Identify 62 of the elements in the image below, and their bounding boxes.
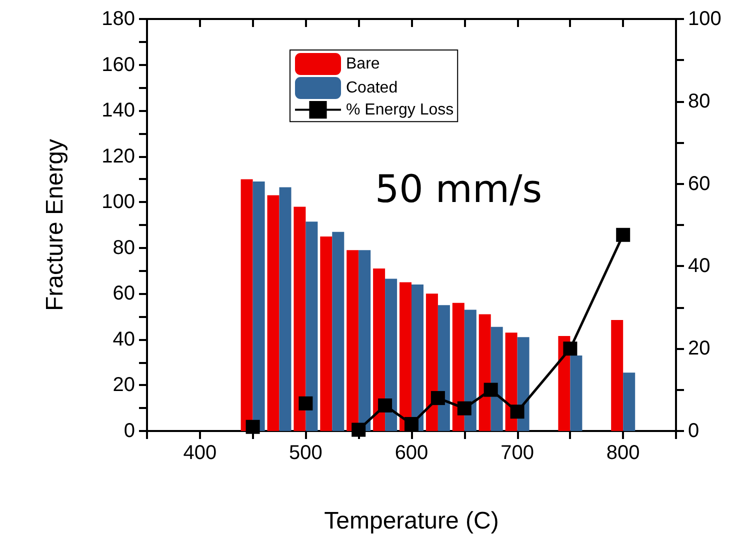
bar <box>279 187 292 431</box>
bar <box>320 236 332 431</box>
y-tick-label: 20 <box>112 374 135 396</box>
bar <box>611 320 624 431</box>
y-tick-label: 40 <box>112 328 135 350</box>
point <box>298 396 313 410</box>
point <box>457 401 472 416</box>
point <box>378 398 392 412</box>
bar <box>385 278 398 431</box>
bar <box>358 250 371 431</box>
bar <box>490 326 503 431</box>
bar <box>252 182 265 431</box>
x-tick-label: 600 <box>394 442 428 464</box>
y-tick-label: 80 <box>112 236 135 259</box>
x-tick-label: 400 <box>183 442 217 464</box>
bar <box>438 305 450 431</box>
x-tick-label: 700 <box>500 442 534 464</box>
y-tick-label: 120 <box>102 145 135 168</box>
legend-label: Bare <box>346 56 380 72</box>
y2-tick-label: 40 <box>688 255 710 278</box>
bar <box>306 222 318 431</box>
y-tick-label: 180 <box>102 8 135 30</box>
x-tick-label: 500 <box>289 442 322 464</box>
y2-tick-label: 80 <box>688 90 710 112</box>
point <box>404 416 418 431</box>
bar <box>240 179 253 431</box>
x-axis-title: Temperature (C) <box>324 508 499 534</box>
bar <box>400 282 412 431</box>
y2-tick-label: 100 <box>688 8 722 30</box>
legend-label: % Energy Loss <box>346 101 454 118</box>
bar <box>452 302 464 431</box>
y-tick-label: 160 <box>102 54 135 76</box>
point <box>430 391 445 406</box>
bar <box>426 294 438 431</box>
bar <box>570 355 582 431</box>
bar <box>505 332 518 431</box>
bar <box>373 268 386 431</box>
legend-label: Coated <box>346 80 398 96</box>
y2-tick-label: 0 <box>688 420 700 442</box>
bar <box>346 250 359 431</box>
y-tick-label: 60 <box>112 282 135 305</box>
y-tick-label: 140 <box>102 100 135 122</box>
bar <box>294 206 306 431</box>
y-tick-label: 0 <box>124 420 135 442</box>
point <box>352 422 366 437</box>
bar <box>332 232 344 431</box>
y2-tick-label: 20 <box>688 338 710 360</box>
annotation: 50 mm/s <box>375 167 542 211</box>
point <box>246 420 260 434</box>
point <box>616 228 630 242</box>
bar <box>623 372 636 431</box>
y-axis-title: Fracture Energy <box>42 138 68 312</box>
bar <box>267 195 280 431</box>
y2-tick-label: 60 <box>688 172 710 195</box>
x-tick-label: 800 <box>606 442 640 464</box>
point <box>563 342 578 356</box>
point <box>484 382 498 397</box>
bar <box>478 314 491 431</box>
y-tick-label: 100 <box>102 191 135 214</box>
bar <box>464 310 476 431</box>
point <box>510 404 524 419</box>
bar <box>412 284 424 431</box>
